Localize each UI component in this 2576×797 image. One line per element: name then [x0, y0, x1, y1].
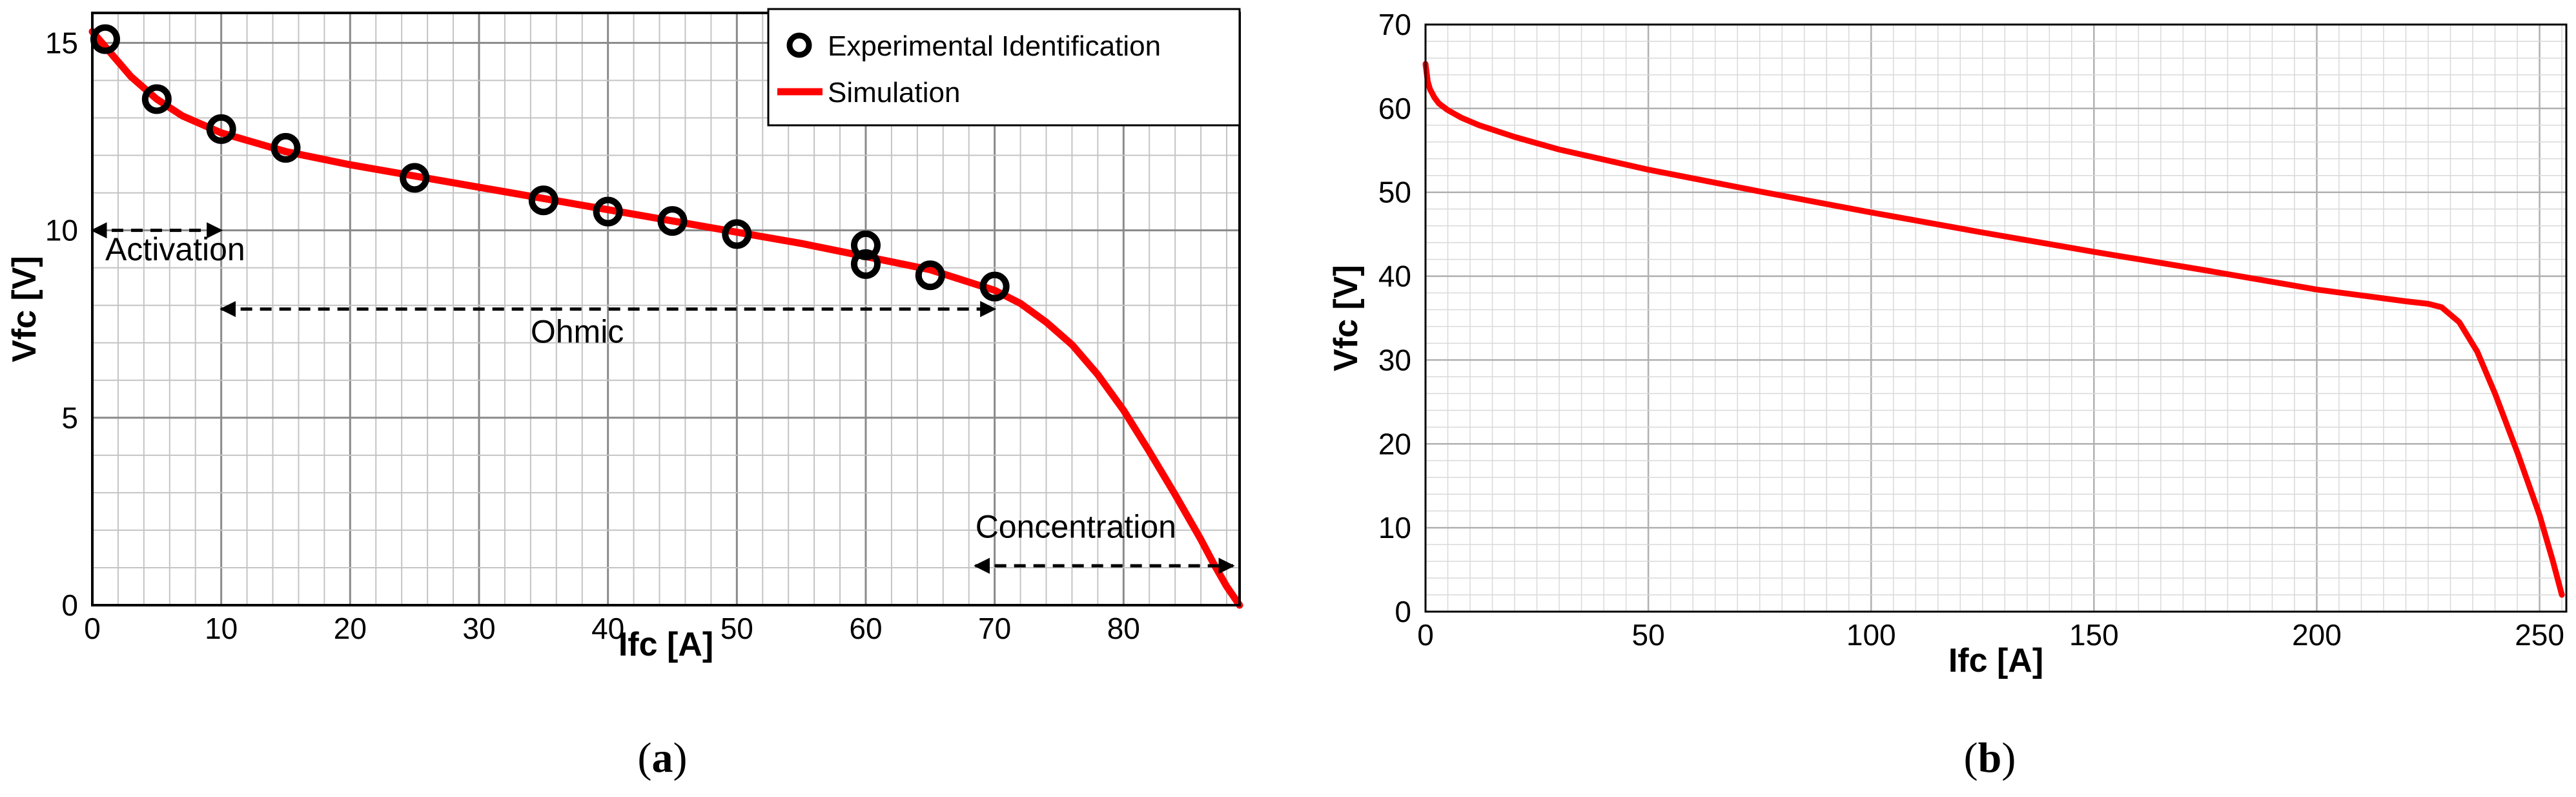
a-x-tick-label: 10	[205, 612, 238, 645]
b-x-tick-label: 100	[1846, 618, 1896, 652]
panel-a-series	[88, 24, 1243, 609]
b-x-tick-label: 150	[2069, 618, 2119, 652]
annotation-label-activation: Activation	[105, 231, 245, 267]
a-data-point	[850, 230, 881, 260]
annotation-label-concentration: Concentration	[976, 509, 1176, 545]
legend-box	[767, 8, 1241, 127]
a-data-point	[979, 271, 1010, 302]
a-x-tick-label: 40	[591, 612, 624, 645]
panel-a-legend: Experimental Identification Simulation	[767, 8, 1241, 127]
panel-b-y-axis-label: Vfc [V]	[1327, 265, 1365, 371]
a-data-point	[271, 132, 301, 163]
b-y-tick-label: 20	[1378, 427, 1411, 461]
panel-a-x-axis-label: Ifc [A]	[618, 626, 713, 663]
a-x-tick-label: 50	[721, 612, 753, 645]
panel-a-annotations: Activation Ohmic Concentration	[90, 222, 1235, 574]
panel-a-plot-frame	[91, 12, 1241, 606]
a-data-point	[915, 260, 945, 291]
b-x-tick-label: 50	[1632, 618, 1665, 652]
a-y-tick-label: 10	[45, 214, 78, 247]
b-x-tick-label: 200	[2292, 618, 2342, 652]
b-y-tick-label: 0	[1395, 595, 1411, 628]
b-x-tick-label: 250	[2515, 618, 2564, 652]
legend-label-experimental: Experimental Identification	[828, 30, 1161, 62]
panel-b-series	[1422, 61, 2565, 598]
panel-b: 0 50 100 150 200 250 0 10 20 30 40 50 60 70 Ifc [A] V…	[1327, 8, 2568, 781]
panel-b-plot-frame	[1424, 23, 2568, 613]
b-y-tick-label: 40	[1378, 260, 1411, 293]
a-series-simulation	[88, 28, 1243, 609]
b-x-tick-label: 0	[1417, 618, 1434, 652]
legend-label-simulation: Simulation	[828, 77, 960, 109]
legend-marker-experimental	[786, 32, 812, 58]
a-data-point	[141, 84, 172, 114]
a-data-point	[722, 219, 752, 249]
a-data-point	[593, 196, 623, 227]
a-data-point	[206, 114, 236, 144]
b-y-tick-label: 50	[1378, 176, 1411, 209]
panel-a-ticks: 0 10 20 30 40 50 60 70 80 0 5 10 15	[45, 26, 1140, 645]
b-y-tick-label: 10	[1378, 511, 1411, 544]
b-series-vfc	[1422, 61, 2565, 598]
panel-b-ticks: 0 50 100 150 200 250 0 10 20 30 40 50 60 70	[1378, 8, 2564, 652]
a-y-tick-label: 5	[61, 401, 78, 435]
a-y-tick-label: 15	[45, 26, 78, 59]
panel-a-caption: (a)	[638, 734, 688, 781]
b-y-tick-label: 30	[1378, 343, 1411, 377]
a-data-point	[400, 163, 430, 193]
a-y-tick-label: 0	[61, 588, 78, 622]
a-x-tick-label: 0	[84, 612, 101, 645]
panel-b-caption: (b)	[1964, 734, 2016, 781]
a-x-tick-label: 80	[1107, 612, 1140, 645]
a-data-point	[657, 206, 688, 236]
a-x-tick-label: 60	[849, 612, 882, 645]
b-y-tick-label: 70	[1378, 8, 1411, 41]
panel-a-y-axis-label: Vfc [V]	[6, 256, 43, 362]
a-x-tick-label: 30	[462, 612, 495, 645]
panel-b-x-axis-label: Ifc [A]	[1948, 642, 2043, 679]
b-y-tick-label: 60	[1378, 92, 1411, 125]
panel-b-grid	[1424, 23, 2566, 613]
a-data-point	[850, 249, 881, 279]
a-data-point	[528, 185, 558, 216]
annotation-label-ohmic: Ohmic	[531, 314, 624, 350]
a-x-tick-label: 20	[334, 612, 367, 645]
a-x-tick-label: 70	[978, 612, 1011, 645]
